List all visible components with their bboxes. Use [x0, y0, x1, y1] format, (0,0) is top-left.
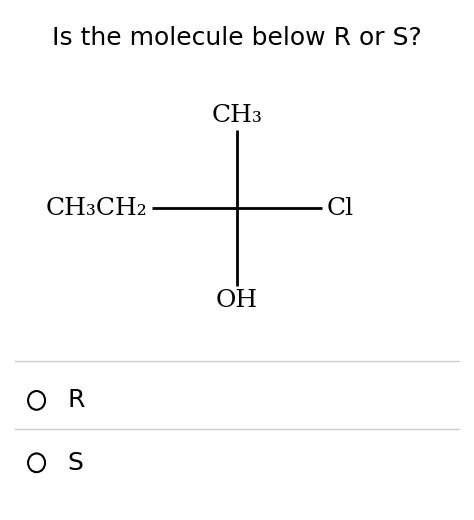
Text: Is the molecule below R or S?: Is the molecule below R or S?	[52, 26, 422, 50]
Text: CH₃: CH₃	[211, 105, 263, 127]
Text: CH₃CH₂: CH₃CH₂	[46, 197, 147, 219]
Text: S: S	[68, 451, 83, 475]
Text: OH: OH	[216, 289, 258, 311]
Text: R: R	[68, 388, 85, 412]
Text: Cl: Cl	[327, 197, 354, 219]
